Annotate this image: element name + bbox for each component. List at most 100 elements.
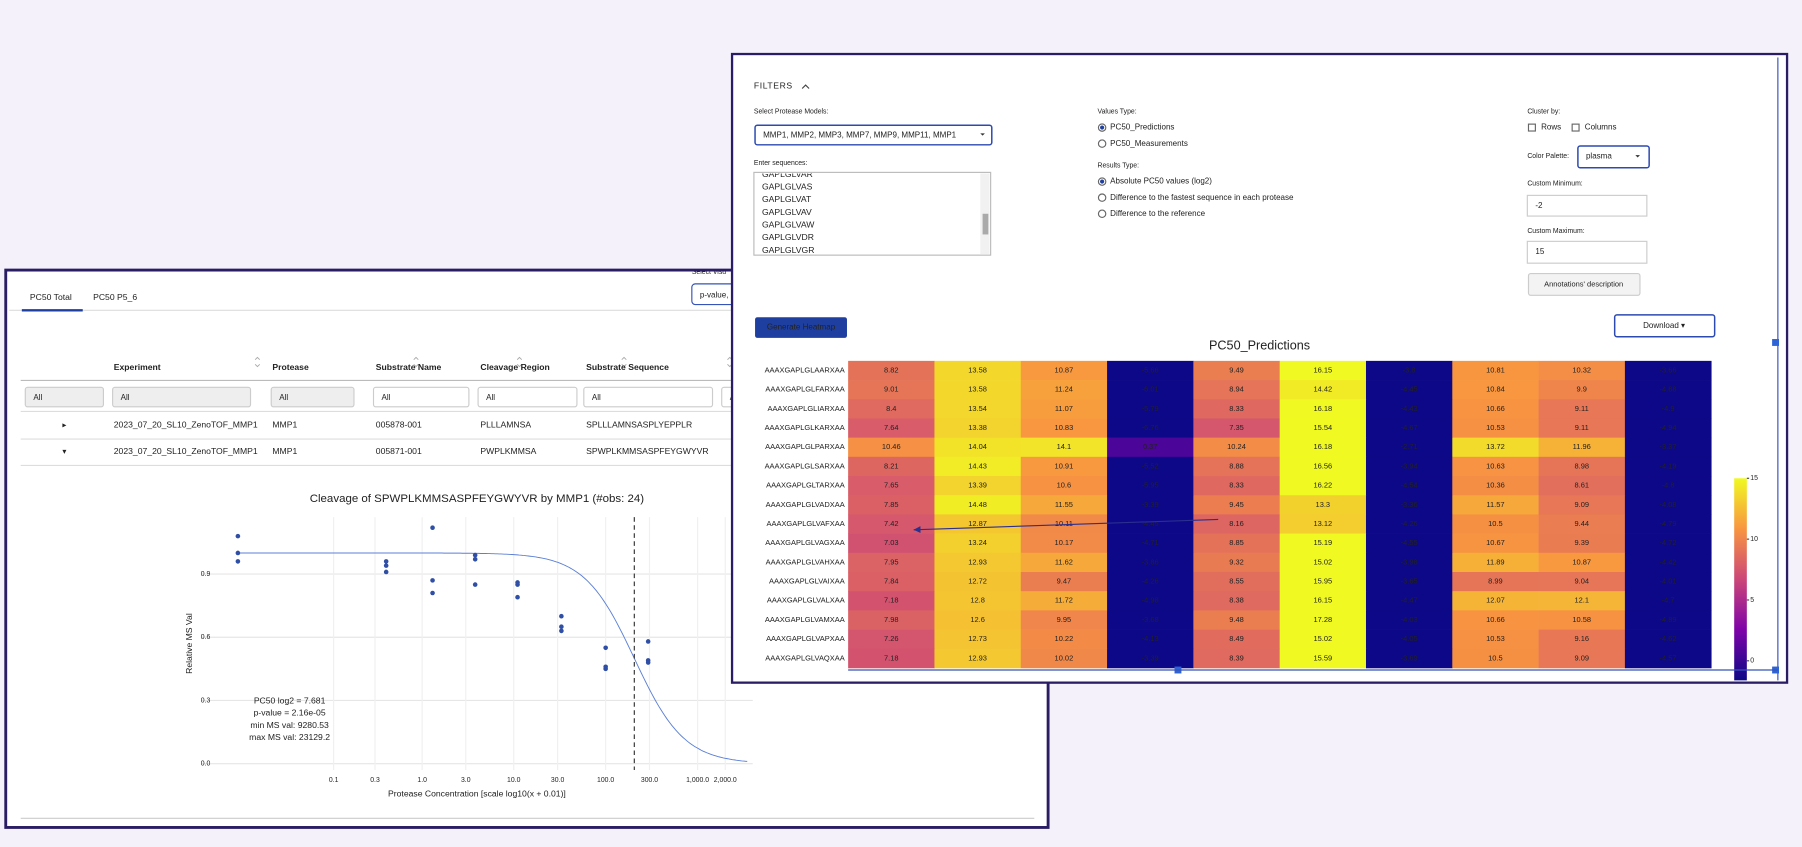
cell-label: 10.58 xyxy=(1572,615,1591,624)
column-header: Experiment xyxy=(114,362,161,372)
checkbox[interactable] xyxy=(1527,123,1536,132)
filter-input[interactable] xyxy=(477,386,578,408)
filter-placeholder: All xyxy=(382,393,391,402)
heatmap-cell xyxy=(1365,514,1453,534)
heatmap-cell xyxy=(1193,648,1281,669)
cell-label: 11.07 xyxy=(1055,404,1073,413)
download-button[interactable] xyxy=(1613,314,1716,338)
cell-label: 7.26 xyxy=(884,634,899,643)
x-tick-label: 0.3 xyxy=(370,777,380,784)
x-axis-label: Protease Concentration [scale log10(x + … xyxy=(388,788,566,798)
cell-label: 14.42 xyxy=(1313,385,1332,394)
filter-input[interactable] xyxy=(372,386,470,408)
protease-select[interactable] xyxy=(754,124,993,146)
cell-label: 8.49 xyxy=(1229,634,1244,643)
column-header: Protease xyxy=(272,362,309,372)
cell-label: 8.21 xyxy=(884,461,899,470)
radio-button[interactable] xyxy=(1097,139,1107,148)
cell-label: 7.42 xyxy=(884,519,899,528)
annotations-button[interactable] xyxy=(1527,272,1641,296)
filter-input[interactable] xyxy=(112,386,252,408)
field-label: Custom Minimum: xyxy=(1527,181,1582,188)
filter-input[interactable] xyxy=(24,386,105,408)
heatmap-cell xyxy=(934,514,1022,534)
sort-icon xyxy=(254,356,261,368)
cell-label: -4.47 xyxy=(1401,596,1418,605)
filter-placeholder: All xyxy=(121,393,130,402)
heatmap-cell xyxy=(934,591,1022,611)
cell-label: 8.4 xyxy=(886,404,896,413)
checkbox[interactable] xyxy=(1571,123,1580,132)
heatmap-cell xyxy=(1107,495,1194,515)
sequence-textarea[interactable] xyxy=(753,171,992,256)
max-input[interactable] xyxy=(1526,240,1648,264)
cell-label: -4.8 xyxy=(1662,481,1675,490)
heatmap-cell xyxy=(1365,610,1453,630)
field-label: Color Palette: xyxy=(1527,153,1569,160)
filters-title: FILTERS xyxy=(754,80,793,90)
data-point xyxy=(559,624,564,630)
data-point xyxy=(383,559,389,564)
heatmap-cell xyxy=(1538,571,1626,592)
heatmap-cell xyxy=(1624,629,1712,650)
heatmap-cell xyxy=(1624,591,1712,611)
radio-label: PC50_Measurements xyxy=(1110,139,1188,148)
table-cell: PWPLKMMSA xyxy=(480,446,536,456)
filter-placeholder: All xyxy=(33,393,42,402)
cell-label: 16.15 xyxy=(1313,365,1332,374)
field-label: Select Protease Models: xyxy=(754,108,829,115)
filter-input[interactable] xyxy=(270,386,355,408)
field-label: Values Type: xyxy=(1098,108,1137,115)
cell-label: 10.83 xyxy=(1055,423,1074,432)
heatmap-cell xyxy=(848,456,935,477)
heatmap-cell xyxy=(1624,514,1712,534)
heatmap-cell xyxy=(848,418,935,438)
cell-label: 13.39 xyxy=(968,481,987,490)
cell-label: 9.48 xyxy=(1229,615,1244,624)
heatmap-cell xyxy=(848,399,935,419)
cell-label: -4.13 xyxy=(1142,634,1159,643)
heatmap-cell xyxy=(1279,495,1367,515)
cell-label: 11.89 xyxy=(1486,557,1504,566)
cell-label: 8.82 xyxy=(884,365,899,374)
tab[interactable]: PC50 P5_6 xyxy=(93,292,137,302)
heatmap-cell xyxy=(1538,552,1626,573)
table-cell: SPLLLAMNSASPLYEPPLR xyxy=(586,420,692,430)
cell-label: -3.39 xyxy=(1142,500,1159,509)
cell-label: 7.18 xyxy=(884,596,899,605)
heatmap-cell xyxy=(1107,399,1194,419)
cell-label: 8.85 xyxy=(1229,538,1244,547)
collapse-caret[interactable] xyxy=(801,84,810,89)
cell-label: -4.9 xyxy=(1662,404,1675,413)
row-toggle[interactable]: ▾ xyxy=(62,447,66,456)
cell-label: -4.42 xyxy=(1660,557,1677,566)
cell-label: -4.71 xyxy=(1142,538,1159,547)
cell-label: 7.95 xyxy=(884,557,899,566)
heatmap-cell xyxy=(1107,552,1194,573)
data-point xyxy=(515,594,520,600)
row-toggle[interactable]: ▸ xyxy=(62,420,66,429)
cell-label: 10.6 xyxy=(1057,481,1072,490)
heatmap-cell xyxy=(1452,360,1539,381)
sequence-line: GAPLGLVAR xyxy=(762,169,813,179)
radio-button[interactable] xyxy=(1097,193,1107,202)
min-input[interactable] xyxy=(1526,194,1648,217)
heatmap-cell xyxy=(848,648,935,669)
generate-button[interactable] xyxy=(755,317,847,338)
filter-input[interactable] xyxy=(583,386,714,408)
cell-label: -4.01 xyxy=(1660,577,1677,586)
table-cell: MMP1 xyxy=(272,446,297,456)
heatmap-cell xyxy=(848,629,935,650)
heatmap-cell xyxy=(1538,629,1626,650)
palette-select[interactable] xyxy=(1577,145,1650,169)
heatmap-cell xyxy=(934,380,1022,400)
cell-label: 13.12 xyxy=(1313,519,1332,528)
data-point xyxy=(472,557,478,562)
cell-label: 15.02 xyxy=(1313,634,1332,643)
filter-placeholder: All xyxy=(592,393,601,402)
radio-button[interactable] xyxy=(1097,209,1107,219)
cell-label: 9.16 xyxy=(1574,634,1589,643)
heatmap-cell xyxy=(1452,552,1539,573)
tab[interactable]: PC50 Total xyxy=(30,292,72,302)
heatmap-cell xyxy=(1624,610,1712,630)
